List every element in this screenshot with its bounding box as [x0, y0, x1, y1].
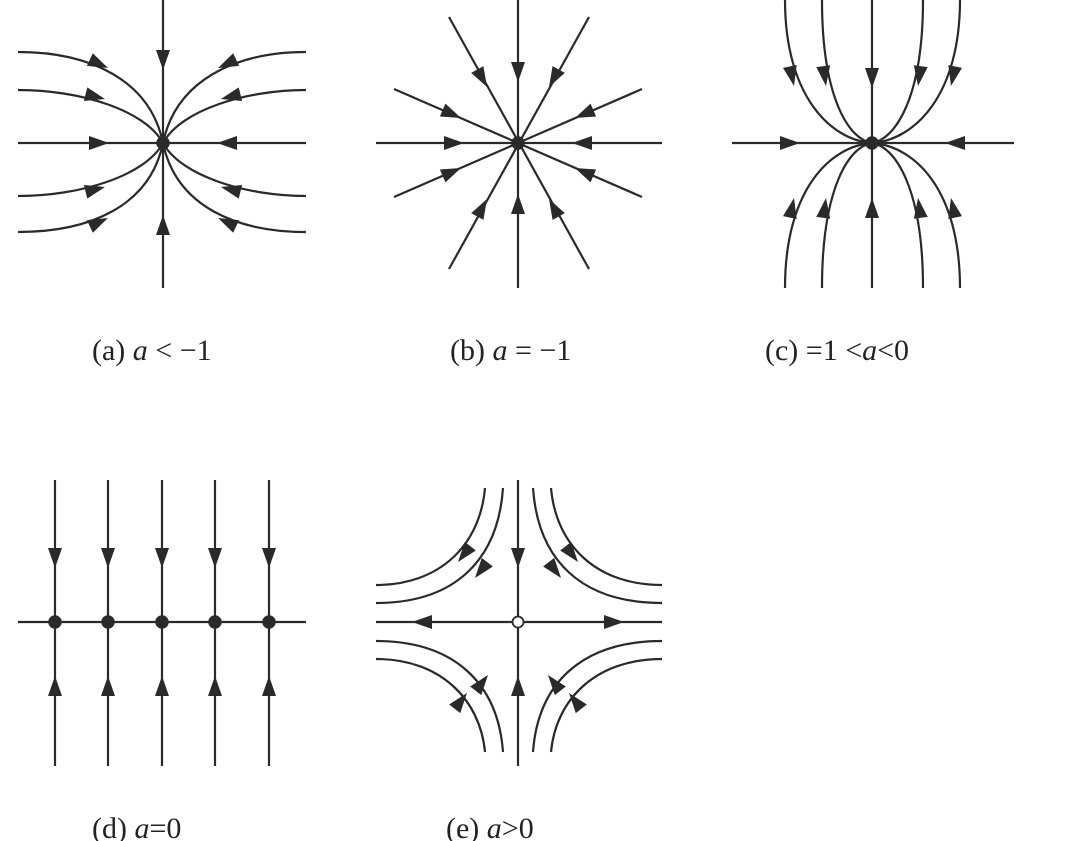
panel-a-trajectory [17, 50, 165, 144]
panel-c-arrow [865, 68, 879, 88]
panel-a-arrow [156, 50, 170, 70]
panel-e-arrow [470, 670, 494, 696]
panel-c-phase-portrait [732, 0, 1014, 289]
panel-c-trajectory [783, 0, 873, 145]
panel-a-equilibrium-point [156, 136, 170, 150]
panel-e-arrow [412, 615, 432, 629]
panel-b-arrow [542, 195, 565, 220]
panel-d-arrow [101, 548, 115, 568]
panel-a-arrow [217, 136, 237, 150]
panel-a-trajectory [17, 142, 164, 198]
panel-c-trajectory [871, 0, 962, 145]
panel-d-equilibrium-point [101, 615, 115, 629]
panel-d: (d) a=0 [18, 480, 306, 841]
panel-e-trajectory [531, 487, 663, 605]
panel-a-phase-portrait [17, 0, 307, 288]
panel-e-arrow [543, 557, 567, 583]
panel-b-arrow [572, 161, 597, 183]
panel-d-arrow [155, 548, 169, 568]
panel-a: (a) a < −1 [17, 0, 307, 367]
panel-b-arrow [511, 194, 525, 214]
panel-d-arrow [101, 676, 115, 696]
panel-e-saddle-point [511, 615, 525, 629]
panel-d-caption: (d) a=0 [92, 812, 181, 841]
panel-d-arrow [208, 548, 222, 568]
panel-b-arrow [542, 66, 565, 91]
panel-a-caption: (a) a < −1 [92, 334, 212, 367]
panel-a-trajectory [162, 142, 307, 198]
panel-b-arrow [439, 103, 464, 125]
panel-e-arrow [511, 676, 525, 696]
panel-b-arrow [471, 66, 494, 91]
panel-b-phase-portrait [376, 0, 662, 288]
panel-a-arrow [156, 215, 170, 235]
panel-a-arrow [89, 136, 109, 150]
panel-d-equilibrium-point [155, 615, 169, 629]
panel-a-trajectory [161, 50, 307, 144]
panel-c: (c) =1 <a<0 [732, 0, 1014, 367]
panel-b-caption: (b) a = −1 [450, 334, 571, 367]
panel-b-arrow [572, 103, 597, 125]
panel-e-caption: (e) a>0 [446, 812, 534, 841]
panel-e-trajectory [531, 639, 663, 753]
panel-a-trajectory [161, 142, 307, 234]
panel-c-equilibrium-point [865, 136, 879, 150]
panel-c-arrow [865, 198, 879, 218]
panel-b-arrow [511, 62, 525, 82]
panel-c-arrow [780, 136, 800, 150]
panel-e-trajectory [375, 487, 505, 605]
panel-e-trajectory [375, 639, 505, 753]
panel-d-equilibrium-point [208, 615, 222, 629]
panel-b-equilibrium-point [511, 136, 525, 150]
panel-c-arrow [945, 136, 965, 150]
panel-b-arrow [444, 136, 464, 150]
panel-d-arrow [48, 548, 62, 568]
panel-c-trajectory [871, 0, 925, 145]
panel-d-phase-portrait [18, 480, 306, 766]
panel-d-arrow [155, 676, 169, 696]
panel-e: (e) a>0 [375, 480, 663, 841]
panel-d-arrow [208, 676, 222, 696]
panel-a-trajectory [17, 142, 165, 234]
panel-e-arrow [563, 688, 587, 714]
panel-c-trajectory [871, 141, 962, 289]
panel-e-arrow [542, 670, 566, 696]
panel-a-trajectory [162, 88, 307, 144]
panel-c-trajectory [783, 141, 873, 289]
panel-e-arrow [511, 548, 525, 568]
panel-a-trajectory [17, 88, 164, 144]
panel-d-arrow [262, 548, 276, 568]
panel-c-trajectory [871, 141, 925, 289]
panel-e-phase-portrait [375, 480, 663, 766]
panel-d-arrow [48, 676, 62, 696]
panel-e-arrow [604, 615, 624, 629]
panel-e-trajectory [549, 657, 663, 753]
panel-c-trajectory [820, 0, 873, 145]
panel-d-equilibrium-point [262, 615, 276, 629]
panel-e-trajectory [375, 657, 487, 753]
panel-c-trajectory [820, 141, 873, 289]
panel-b: (b) a = −1 [376, 0, 662, 367]
panel-b-arrow [439, 161, 464, 183]
panel-d-arrow [262, 676, 276, 696]
panel-b-arrow [572, 136, 592, 150]
panel-e-trajectory [375, 487, 487, 587]
panel-b-arrow [471, 195, 494, 220]
panel-e-trajectory [549, 487, 663, 587]
panel-c-caption: (c) =1 <a<0 [765, 334, 909, 367]
panel-d-equilibrium-point [48, 615, 62, 629]
panel-e-arrow [469, 557, 493, 583]
